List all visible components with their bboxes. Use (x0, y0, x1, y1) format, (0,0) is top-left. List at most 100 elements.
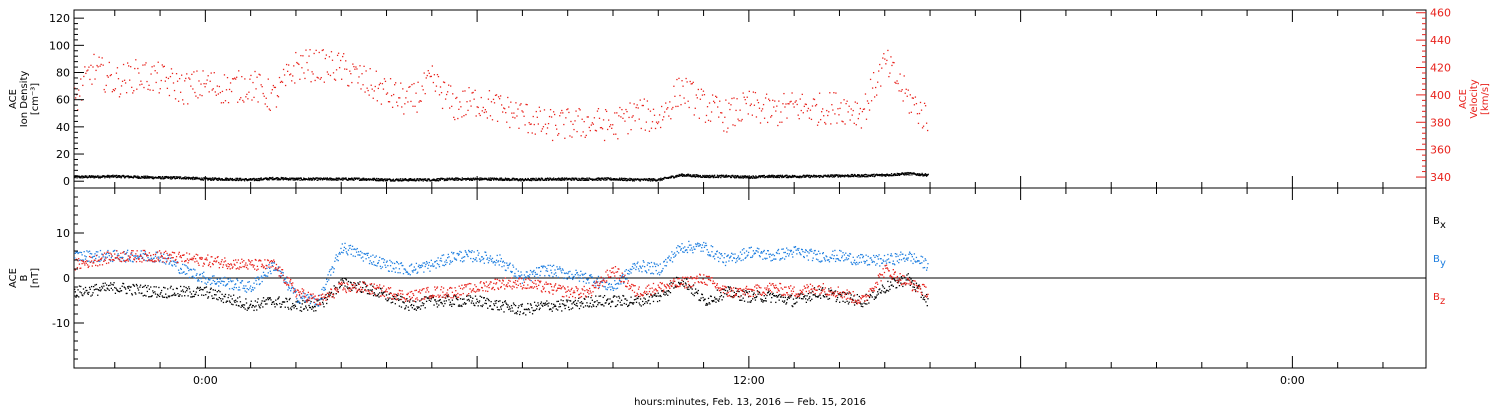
bx-point (263, 300, 265, 302)
density-point (531, 178, 533, 181)
bx-point (272, 301, 274, 303)
bx-point (201, 288, 204, 291)
bx-point (568, 309, 570, 311)
density-point (96, 176, 99, 178)
velocity-point (715, 95, 717, 97)
by-point (558, 268, 560, 270)
density-point (853, 175, 855, 177)
by-point (449, 260, 452, 262)
velocity-point (161, 64, 163, 66)
bx-point (350, 282, 352, 284)
velocity-point (125, 92, 128, 94)
velocity-point (761, 108, 764, 110)
by-point (557, 276, 560, 279)
bx-point (457, 299, 459, 301)
bx-point (453, 295, 455, 297)
bx-point (116, 289, 118, 291)
bx-point (739, 299, 741, 301)
density-point (884, 174, 887, 176)
bx-point (735, 293, 738, 295)
bx-point (427, 297, 429, 300)
by-point (268, 264, 270, 266)
density-point (211, 177, 214, 179)
bx-point (915, 290, 917, 293)
density-point (821, 175, 823, 177)
by-point (425, 260, 428, 263)
velocity-point (695, 94, 697, 96)
density-point (173, 176, 175, 178)
velocity-point (626, 110, 628, 113)
bx-point (637, 295, 640, 298)
bx-point (300, 310, 303, 312)
by-point (384, 264, 386, 266)
density-point (793, 174, 796, 177)
bx-point (702, 296, 704, 299)
bx-point (565, 304, 567, 307)
density-point (334, 179, 337, 181)
velocity-point (829, 92, 831, 94)
velocity-point (756, 99, 759, 101)
velocity-point (289, 74, 291, 76)
by-point (356, 247, 358, 250)
bx-point (839, 301, 841, 303)
density-point (575, 177, 577, 179)
velocity-point (866, 100, 869, 102)
by-point (449, 263, 451, 265)
velocity-point (222, 102, 225, 104)
by-point (463, 260, 465, 262)
bx-point (367, 289, 369, 291)
velocity-point (842, 121, 844, 123)
bx-point (328, 293, 330, 295)
by-point (466, 253, 468, 255)
velocity-point (147, 88, 149, 91)
velocity-point (171, 72, 174, 75)
bx-point (824, 293, 827, 295)
bx-point (223, 295, 225, 297)
by-point (427, 267, 429, 270)
bx-point (677, 281, 680, 284)
density-point (768, 174, 770, 177)
by-point (552, 275, 554, 278)
velocity-point (191, 73, 193, 76)
by-point (474, 258, 477, 261)
bx-point (151, 295, 153, 297)
by-point (249, 285, 252, 287)
bx-point (766, 294, 768, 297)
velocity-point (293, 65, 295, 67)
density-point (212, 178, 214, 180)
velocity-point (402, 88, 404, 90)
density-point (424, 178, 426, 180)
density-point (221, 178, 223, 180)
by-point (201, 281, 203, 283)
velocity-point (467, 109, 469, 112)
by-point (349, 244, 352, 247)
bx-point (182, 291, 185, 293)
density-point (792, 175, 794, 177)
bx-point (656, 295, 658, 297)
bx-point (332, 293, 335, 295)
bx-point (519, 311, 521, 313)
velocity-point (735, 109, 737, 112)
bx-point (873, 298, 875, 300)
bx-point (190, 296, 192, 298)
density-point (501, 178, 503, 181)
by-point (465, 251, 467, 253)
density-point (537, 179, 539, 181)
velocity-point (881, 67, 883, 69)
density-point (380, 179, 382, 182)
bx-point (688, 284, 691, 287)
velocity-point (920, 109, 923, 111)
velocity-point (914, 96, 917, 98)
bx-point (510, 310, 512, 312)
velocity-point (776, 105, 778, 107)
bx-point (216, 291, 218, 293)
bx-point (894, 280, 897, 282)
bx-point (692, 293, 694, 296)
density-point (120, 176, 122, 178)
bx-point (531, 313, 534, 315)
bx-point (306, 300, 308, 302)
by-point (167, 254, 169, 256)
bx-point (146, 286, 148, 289)
density-point (813, 174, 816, 177)
velocity-point (326, 71, 329, 73)
